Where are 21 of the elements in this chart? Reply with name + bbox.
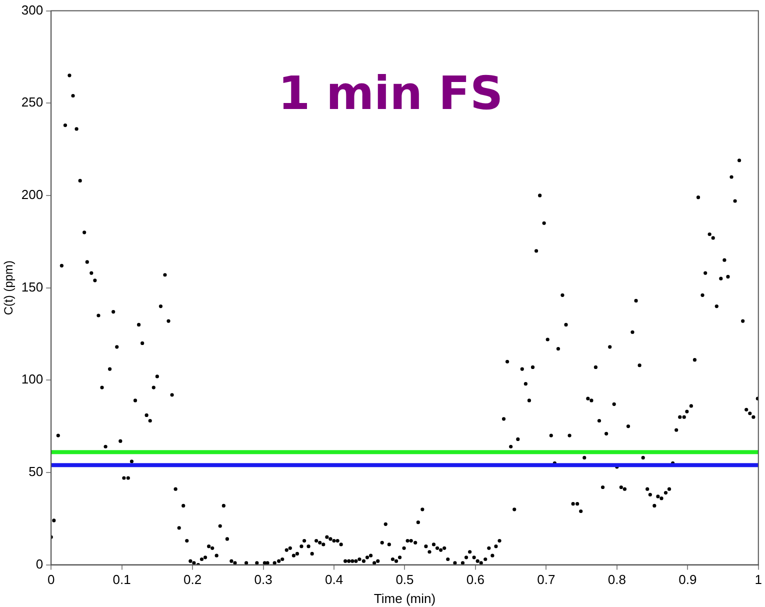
- y-tick-label: 100: [21, 372, 44, 387]
- y-tick-label: 150: [21, 279, 44, 294]
- x-tick-label: 0.7: [537, 572, 556, 588]
- x-tick-label: 0.5: [396, 572, 414, 588]
- y-tick-label: 200: [21, 187, 44, 202]
- x-tick-label: 0.1: [112, 572, 131, 588]
- y-tick-label: 300: [21, 2, 44, 18]
- x-tick-label: 0.6: [466, 572, 485, 588]
- y-axis-title: C(t) (ppm): [2, 260, 16, 316]
- x-tick-label: 1: [754, 572, 762, 588]
- text: 1 min FS: [278, 66, 504, 120]
- x-axis-title: Time (min): [374, 590, 436, 606]
- y-tick-label: 0: [36, 556, 44, 572]
- x-tick-label: 0: [47, 572, 55, 588]
- y-tick-label: 50: [28, 464, 44, 480]
- y-tick-label: 250: [21, 94, 44, 110]
- x-tick-label: 0.8: [608, 572, 626, 588]
- x-tick-label: 0.2: [184, 572, 202, 588]
- x-tick-label: 0.9: [678, 572, 697, 588]
- x-tick-label: 0.3: [254, 572, 272, 588]
- x-tick-label: 0.4: [324, 572, 344, 588]
